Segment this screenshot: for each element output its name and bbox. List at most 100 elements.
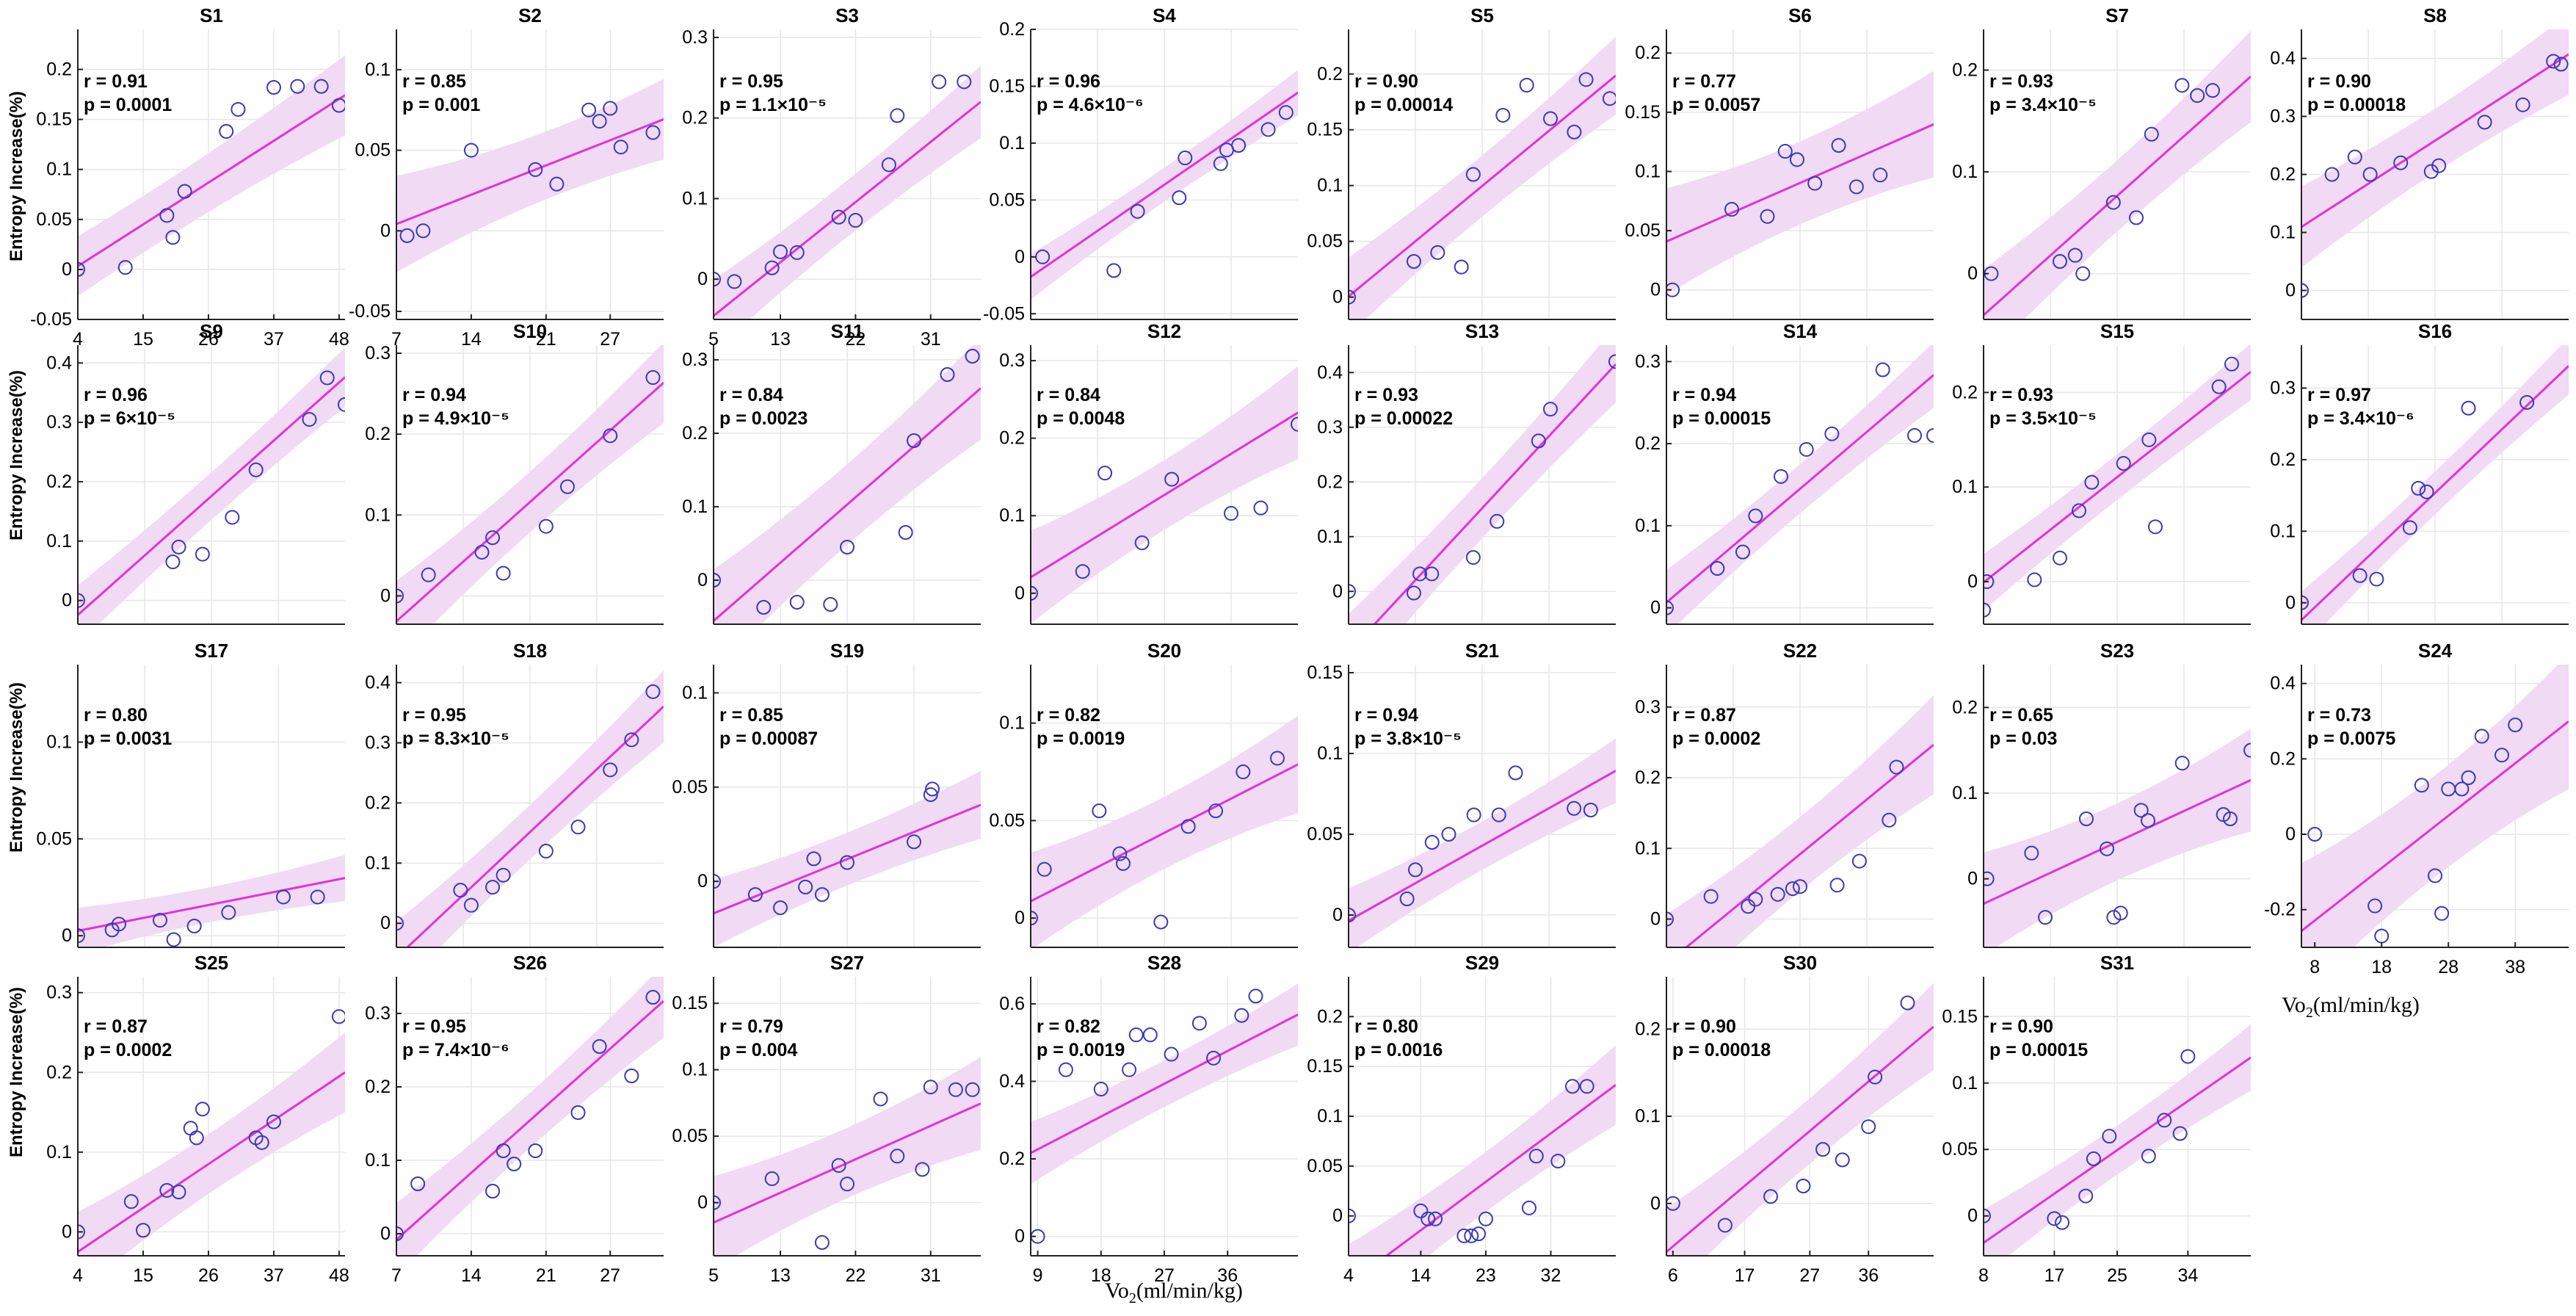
panel-s5: 0 0.05 0.1 0.15 0.2 S5 r = 0.90 p = 0.00014 <box>1307 4 1616 320</box>
r-value: r = 0.90 <box>1989 1016 2053 1037</box>
r-value: r = 0.90 <box>1672 1016 1736 1037</box>
confidence-band <box>1666 695 1934 947</box>
data-point <box>1234 1008 1249 1023</box>
y-tick-label: 0 <box>697 570 708 590</box>
regression-line <box>1385 1084 1616 1256</box>
data-point <box>463 142 479 158</box>
r-value: r = 0.90 <box>1354 71 1418 92</box>
p-value: p = 0.00087 <box>719 728 818 749</box>
x-tick-label: 7 <box>391 329 402 350</box>
p-value: p = 4.9×10⁻⁵ <box>402 408 509 429</box>
data-point <box>1349 908 1356 922</box>
data-point <box>528 1143 543 1158</box>
data-point <box>1763 1189 1779 1204</box>
data-point <box>2180 1049 2196 1064</box>
data-point <box>1777 144 1793 159</box>
data-point <box>1717 1218 1733 1233</box>
data-point <box>254 1135 269 1150</box>
y-tick-label: 0.3 <box>46 983 72 1003</box>
x-axis-label-middle-main: Vo <box>1105 1279 1129 1303</box>
data-point <box>1248 988 1263 1004</box>
data-point <box>1424 566 1440 582</box>
data-point <box>1583 803 1598 817</box>
data-point <box>2075 266 2091 281</box>
data-point <box>603 428 618 444</box>
data-point <box>814 1234 830 1250</box>
data-point <box>714 874 721 889</box>
data-point <box>485 530 501 546</box>
r-value: r = 0.77 <box>1672 71 1736 92</box>
panel-title: S24 <box>2418 640 2453 662</box>
panel-s26: 0 0.1 0.2 0.3 7 14 21 27 S26 r = 0.95 p = 7.4×10⁻⁶ <box>365 952 664 1286</box>
data-point <box>166 932 181 947</box>
data-point <box>2141 813 2155 828</box>
data-point <box>463 897 479 913</box>
p-value: p = 0.00015 <box>1989 1040 2088 1060</box>
data-point <box>1567 124 1582 140</box>
data-point <box>714 272 721 287</box>
data-point <box>1861 1119 1876 1135</box>
data-point <box>135 1223 150 1238</box>
y-tick-label: 0.1 <box>1635 1106 1661 1127</box>
y-tick-label: 0.2 <box>365 1077 391 1097</box>
panel-s23: 0 0.1 0.2 S23 r = 0.65p = 0.03 <box>1952 640 2251 948</box>
data-point <box>2393 155 2409 170</box>
data-point <box>2223 811 2238 826</box>
r-value: r = 0.94 <box>1354 705 1418 726</box>
data-point <box>831 1157 846 1173</box>
data-point <box>714 573 721 588</box>
confidence-band <box>1349 738 1616 947</box>
x-tick-label: 38 <box>2505 957 2525 977</box>
data-point <box>645 684 661 699</box>
y-tick-label: 0.1 <box>365 853 391 873</box>
data-point <box>1456 1228 1472 1243</box>
y-tick-label: 0.15 <box>672 993 708 1013</box>
y-tick-label: 0.2 <box>999 428 1025 449</box>
data-point <box>112 916 126 932</box>
p-value: p = 1.1×10⁻⁵ <box>719 95 827 115</box>
data-point <box>2454 781 2470 797</box>
data-point <box>1608 354 1616 369</box>
data-point <box>773 900 788 916</box>
data-point <box>221 905 236 920</box>
data-point <box>1748 892 1763 907</box>
regression-line <box>1349 74 1616 297</box>
confidence-band <box>2301 29 2569 268</box>
y-tick-label: 0.05 <box>355 140 391 161</box>
y-tick-label: 0 <box>2285 824 2296 845</box>
regression-line <box>1666 123 1934 243</box>
y-tick-label: 0.05 <box>989 810 1025 831</box>
data-point <box>570 1105 586 1120</box>
data-point <box>932 74 947 90</box>
confidence-band <box>396 670 664 947</box>
r-value: r = 0.94 <box>1672 385 1736 405</box>
panel-s16: 0 0.1 0.2 0.3 S16 r = 0.97 p = 3.4×10⁻⁶ <box>2270 320 2569 625</box>
panel-s18: 0 0.1 0.2 0.3 0.4 S18 r = 0.95p = 8.3×10⁻⁵ <box>365 640 664 948</box>
regression-line <box>396 999 664 1241</box>
y-tick-label: 0.3 <box>2270 377 2296 398</box>
data-point <box>1465 167 1481 182</box>
panel-s15: 0 0.1 0.2 S15 r = 0.93 p = 3.5×10⁻⁵ <box>1952 320 2251 625</box>
r-value: r = 0.80 <box>1354 1016 1418 1037</box>
data-point <box>2055 1215 2070 1230</box>
regression-line <box>1984 1056 2251 1244</box>
data-point <box>453 883 468 898</box>
p-value: p = 6×10⁻⁵ <box>84 408 175 429</box>
data-point <box>2172 1126 2188 1141</box>
data-point <box>764 1171 780 1187</box>
y-tick-label: 0.1 <box>1317 1106 1343 1127</box>
p-value: p = 0.001 <box>402 95 480 115</box>
data-point <box>1528 1149 1544 1164</box>
data-point <box>171 539 186 554</box>
x-tick-label: 14 <box>1410 1265 1431 1286</box>
y-tick-label: 0.3 <box>365 732 391 753</box>
y-tick-label: 0.2 <box>46 471 72 492</box>
y-tick-label: 0.1 <box>1952 1073 1978 1093</box>
data-point <box>624 732 639 748</box>
panel-s21: 0 0.05 0.1 0.15 S21 r = 0.94p = 3.8×10⁻⁵ <box>1307 640 1616 948</box>
confidence-band <box>78 55 345 297</box>
data-point <box>873 1091 888 1107</box>
regression-line <box>714 1102 981 1224</box>
data-point <box>789 595 805 610</box>
